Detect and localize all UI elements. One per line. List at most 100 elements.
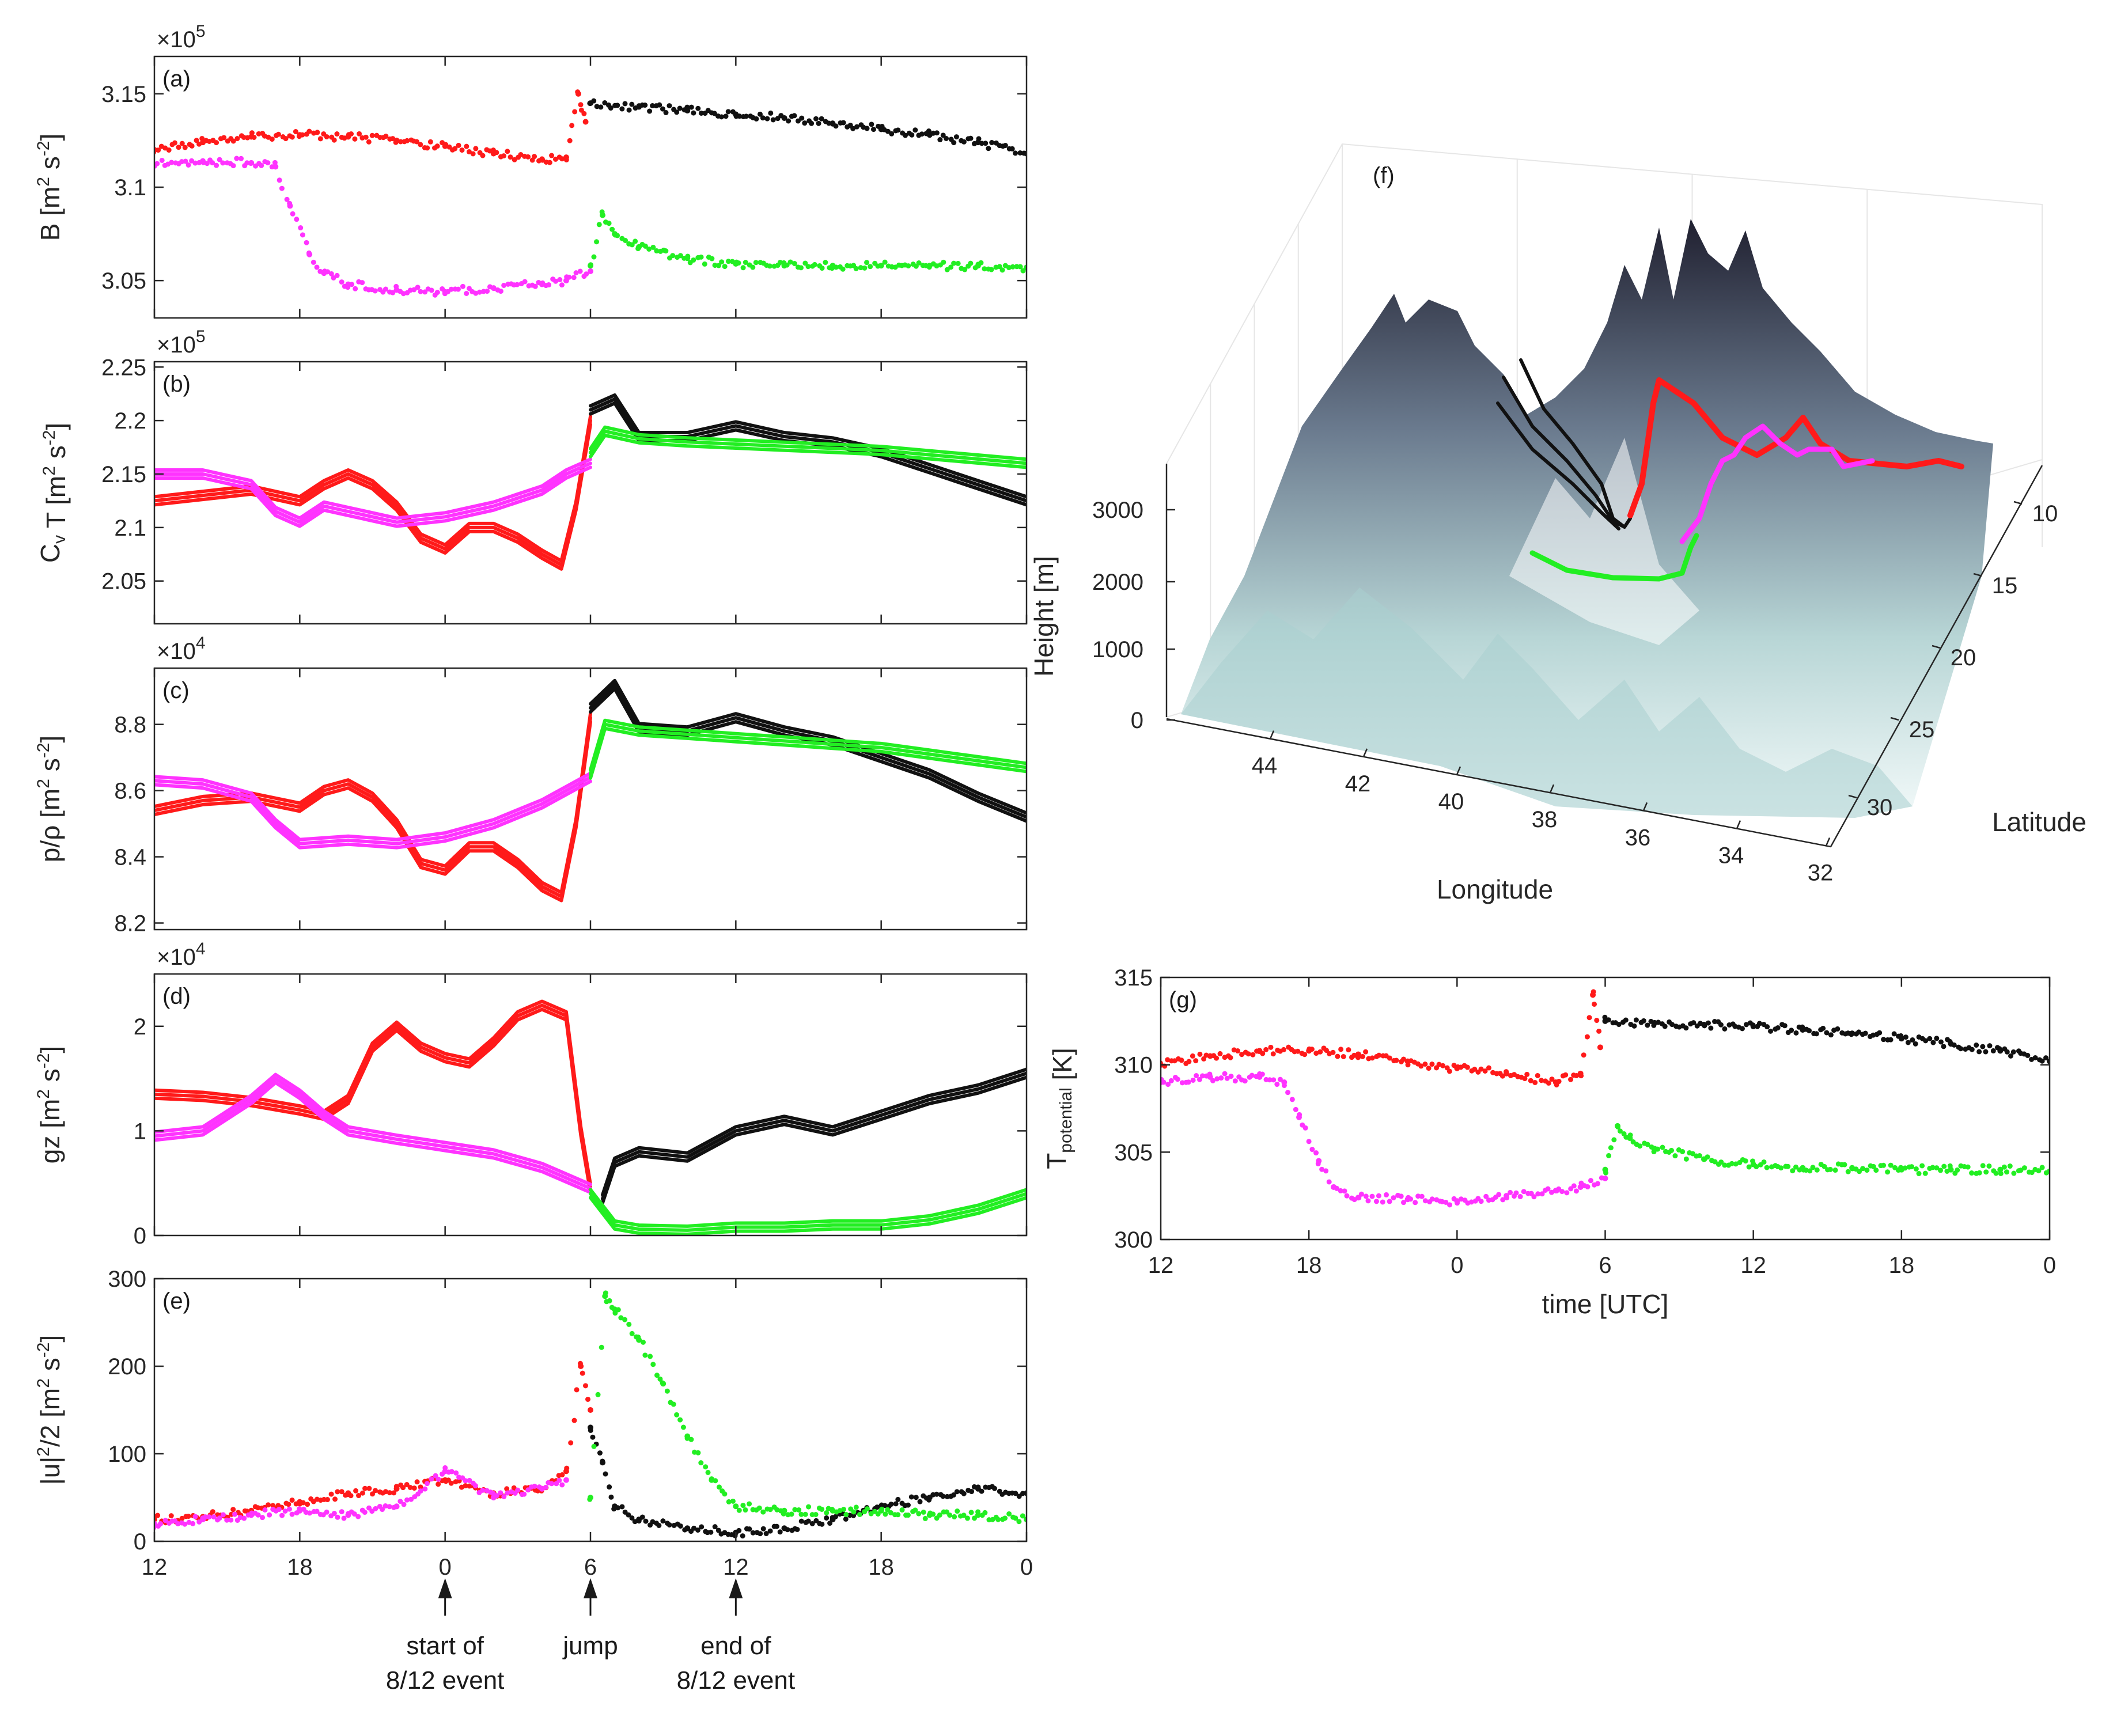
label-part: 5 xyxy=(196,327,206,346)
data-point xyxy=(1746,1164,1752,1170)
data-point xyxy=(827,1521,833,1526)
axis-exponent: ×104 xyxy=(157,939,206,970)
data-point xyxy=(267,1512,272,1518)
data-point xyxy=(719,259,725,265)
data-point xyxy=(1873,1168,1879,1173)
data-point xyxy=(204,161,210,166)
data-point xyxy=(418,1488,423,1494)
data-point xyxy=(596,222,602,228)
data-point xyxy=(1207,1053,1213,1059)
data-point xyxy=(629,1331,635,1336)
data-point xyxy=(1342,1188,1347,1194)
label-part: |u| xyxy=(35,1457,65,1485)
data-point xyxy=(619,1504,625,1510)
data-point xyxy=(424,1481,430,1487)
data-point xyxy=(287,203,293,209)
data-point xyxy=(1573,1188,1579,1194)
data-point xyxy=(1250,1052,1256,1057)
data-point xyxy=(1331,1184,1337,1190)
data-point xyxy=(853,266,859,271)
data-point xyxy=(1597,1044,1603,1051)
data-point xyxy=(2004,1169,2009,1175)
data-point xyxy=(185,162,191,168)
series-green xyxy=(588,209,1027,274)
data-point xyxy=(968,1510,974,1515)
data-point xyxy=(279,185,285,191)
label-part: 5 xyxy=(196,22,206,41)
series-red xyxy=(154,712,592,903)
data-point xyxy=(306,1510,312,1516)
data-point xyxy=(705,1469,711,1475)
data-point xyxy=(937,137,943,143)
data-point xyxy=(559,1482,565,1488)
data-point xyxy=(401,1502,407,1507)
data-point xyxy=(677,1417,683,1423)
data-point xyxy=(647,108,653,114)
series-line-magenta-0 xyxy=(154,457,592,520)
data-point xyxy=(757,111,763,117)
data-point xyxy=(571,1417,577,1423)
data-point xyxy=(211,1514,217,1520)
data-point xyxy=(294,217,300,222)
series-red xyxy=(154,999,592,1195)
data-point xyxy=(1934,1165,1940,1171)
data-point xyxy=(1680,1149,1686,1154)
data-point xyxy=(1997,1048,2004,1054)
data-point xyxy=(781,1507,787,1514)
data-point xyxy=(670,253,676,259)
data-point xyxy=(940,1494,946,1499)
data-point xyxy=(158,1521,164,1527)
data-point xyxy=(1596,1028,1602,1034)
data-point xyxy=(501,1494,507,1499)
series-line-magenta-2 xyxy=(154,465,592,528)
data-point xyxy=(1617,1128,1623,1134)
data-point xyxy=(1376,1193,1381,1199)
data-layer xyxy=(154,1290,1027,1539)
data-point xyxy=(1941,1044,1947,1049)
data-point xyxy=(1422,1061,1428,1067)
series-green xyxy=(587,1290,1027,1525)
data-point xyxy=(220,1512,226,1518)
data-point xyxy=(830,1517,836,1522)
data-point xyxy=(691,1525,697,1531)
data-point xyxy=(459,147,465,153)
data-point xyxy=(598,104,604,110)
latitude-tick-label: 30 xyxy=(1867,795,1893,820)
data-point xyxy=(868,264,873,270)
data-point xyxy=(328,271,334,276)
data-point xyxy=(484,289,490,294)
data-point xyxy=(695,105,701,111)
data-point xyxy=(798,265,804,271)
data-point xyxy=(1577,1184,1584,1190)
data-point xyxy=(722,264,728,270)
data-point xyxy=(1344,1193,1350,1199)
data-point xyxy=(680,1424,686,1430)
data-point xyxy=(1504,1070,1510,1077)
data-point xyxy=(1401,1056,1407,1062)
series-black xyxy=(589,679,1027,823)
data-point xyxy=(1190,1053,1195,1059)
data-point xyxy=(1807,1028,1812,1033)
data-point xyxy=(642,1352,648,1358)
data-point xyxy=(192,160,198,166)
series-black xyxy=(601,1067,1027,1205)
data-point xyxy=(684,1433,691,1439)
data-point xyxy=(743,260,748,266)
data-point xyxy=(581,111,587,116)
label-part: 2 xyxy=(34,1378,53,1388)
data-point xyxy=(1722,1162,1728,1168)
series-magenta xyxy=(154,1072,592,1195)
data-point xyxy=(362,1510,368,1515)
series-line-red-2 xyxy=(154,423,592,571)
label-part: ρ xyxy=(35,825,65,840)
data-point xyxy=(588,1495,593,1500)
data-point xyxy=(870,127,876,132)
data-point xyxy=(563,1468,569,1475)
data-point xyxy=(802,260,808,266)
data-point xyxy=(726,1499,732,1504)
y-tick-label: 2.05 xyxy=(101,569,146,594)
x-tick-label: 0 xyxy=(439,1555,452,1580)
data-point xyxy=(283,136,289,142)
data-point xyxy=(185,1514,191,1519)
